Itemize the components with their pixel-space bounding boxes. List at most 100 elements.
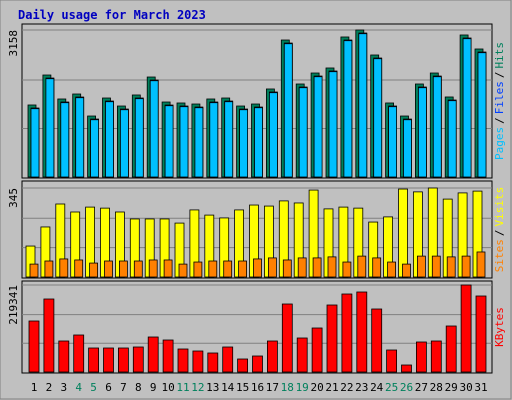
bar	[88, 347, 99, 373]
bar	[266, 340, 278, 373]
x-tick-label: 7	[120, 381, 127, 394]
x-tick-label: 5	[90, 381, 97, 394]
bar	[134, 98, 144, 178]
x-tick-label: 19	[296, 381, 309, 394]
bar	[388, 106, 398, 178]
bar	[178, 263, 188, 278]
bar	[447, 100, 457, 178]
legend: Sites / Visits	[493, 187, 506, 273]
bar	[298, 87, 308, 178]
x-tick-label: 2	[46, 381, 53, 394]
bar	[387, 261, 397, 278]
bar	[415, 341, 427, 373]
bar	[194, 107, 204, 178]
x-tick-label: 18	[281, 381, 294, 394]
bar	[60, 102, 70, 178]
bar	[445, 325, 457, 373]
y-tick-label: 345	[7, 188, 20, 208]
bar	[120, 109, 129, 178]
bar	[149, 80, 159, 178]
bar	[30, 108, 40, 178]
x-tick-label: 8	[135, 381, 142, 394]
legend: Pages / Files / Hits	[493, 42, 506, 160]
bar	[105, 101, 114, 178]
x-tick-label: 15	[236, 381, 249, 394]
bar	[164, 105, 174, 178]
x-tick-label: 6	[105, 381, 112, 394]
bar	[402, 263, 411, 278]
x-tick-label: 3	[60, 381, 67, 394]
bar	[223, 260, 233, 278]
bar	[252, 355, 263, 373]
legend-entry: Files	[493, 81, 506, 114]
chart-title: Daily usage for March 2023	[18, 8, 206, 22]
bar	[193, 261, 203, 278]
bar	[103, 347, 114, 373]
bar	[430, 340, 442, 373]
bar	[179, 106, 189, 178]
bar	[253, 258, 262, 278]
bar	[341, 293, 353, 373]
x-tick-label: 9	[150, 381, 157, 394]
x-tick-label: 27	[415, 381, 428, 394]
bar	[446, 256, 456, 278]
legend-separator: /	[493, 117, 506, 124]
x-tick-label: 25	[385, 381, 398, 394]
legend-separator: /	[493, 230, 506, 237]
x-tick-label: 20	[310, 381, 323, 394]
bar	[313, 76, 323, 178]
x-tick-label: 16	[251, 381, 264, 394]
bar	[75, 97, 85, 178]
bar	[238, 260, 248, 278]
x-tick-label: 28	[430, 381, 443, 394]
bar	[476, 251, 486, 278]
legend-entry: Pages	[493, 127, 506, 160]
x-tick-label: 13	[206, 381, 219, 394]
bar	[207, 352, 219, 373]
bar	[29, 263, 39, 278]
x-tick-label: 17	[266, 381, 279, 394]
bar	[283, 43, 293, 178]
bar	[357, 255, 367, 278]
bar	[403, 119, 412, 178]
x-tick-label: 1	[31, 381, 38, 394]
bar	[343, 40, 353, 178]
bar	[462, 38, 472, 178]
x-tick-label: 29	[445, 381, 458, 394]
bar	[44, 260, 54, 278]
bar	[311, 327, 323, 373]
bar	[104, 260, 113, 278]
bar	[417, 87, 427, 178]
bar	[328, 71, 338, 178]
bar	[224, 101, 234, 178]
bar	[268, 92, 278, 178]
bar	[460, 284, 472, 373]
bar	[209, 102, 219, 178]
bar	[132, 346, 144, 373]
bar	[254, 107, 263, 178]
x-tick-label: 4	[75, 381, 82, 394]
bar	[222, 346, 234, 373]
bar	[296, 337, 308, 373]
bar	[133, 260, 143, 278]
bar	[312, 257, 322, 278]
bar	[162, 339, 174, 373]
x-tick-label: 14	[221, 381, 235, 394]
bar	[28, 320, 40, 373]
bar	[477, 52, 487, 178]
bar	[163, 259, 173, 278]
bar	[372, 257, 382, 278]
bar	[177, 348, 189, 373]
bar	[401, 364, 412, 373]
bar	[119, 260, 128, 278]
x-tick-label: 31	[474, 381, 487, 394]
legend-separator: /	[493, 72, 506, 79]
bar	[373, 58, 383, 178]
bar	[74, 259, 84, 278]
bar	[237, 358, 249, 373]
x-tick-label: 10	[161, 381, 174, 394]
bar	[43, 298, 55, 373]
x-tick-label: 11	[176, 381, 189, 394]
x-tick-label: 21	[325, 381, 338, 394]
